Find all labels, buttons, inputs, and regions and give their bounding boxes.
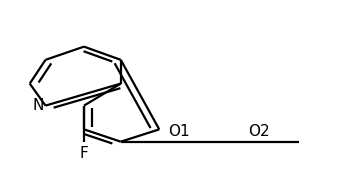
Text: N: N [32,98,43,113]
Text: O1: O1 [168,124,189,140]
Text: O2: O2 [248,124,270,140]
Text: F: F [80,146,88,161]
